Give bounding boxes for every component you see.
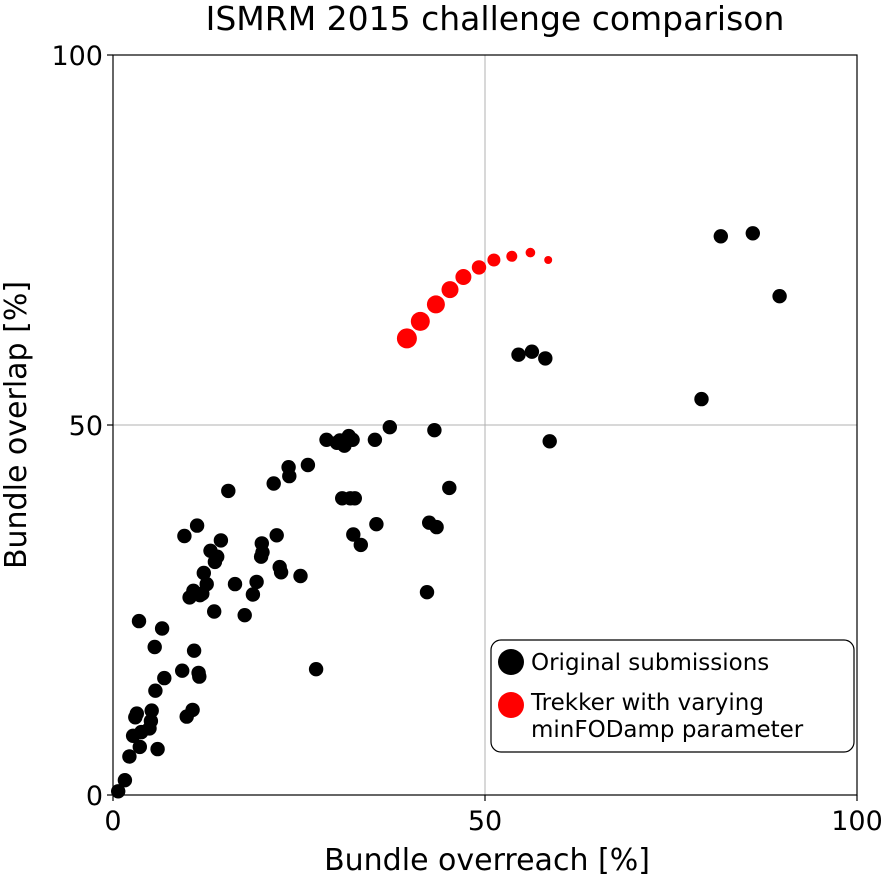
- trekker-point-8: [525, 247, 536, 258]
- original-submission-point-63: [353, 537, 368, 553]
- axis-ticks: 00 50 50 100 100: [51, 41, 882, 837]
- trekker-point-6: [487, 253, 501, 267]
- original-submission-point-32: [207, 604, 222, 619]
- original-submission-point-70: [429, 519, 444, 535]
- y-tick-label-0: 0: [86, 781, 103, 812]
- original-submission-point-7: [132, 739, 147, 755]
- legend-label-trekker-line-1: Trekker with varying: [530, 690, 764, 716]
- y-tick-label-50: 50: [69, 411, 103, 442]
- original-submission-point-52: [308, 662, 324, 677]
- trekker-point-1: [410, 311, 430, 331]
- original-submission-point-38: [237, 608, 252, 623]
- trekker-point-5: [471, 260, 487, 275]
- legend-label-original: Original submissions: [531, 650, 769, 676]
- original-submission-point-15: [154, 621, 170, 636]
- original-submission-point-11: [144, 703, 159, 718]
- original-submission-point-61: [346, 527, 361, 542]
- original-submission-point-35: [213, 533, 229, 548]
- trekker-point-0: [396, 328, 417, 349]
- original-submission-point-78: [745, 226, 760, 241]
- chart-title: ISMRM 2015 challenge comparison: [206, 0, 785, 38]
- original-submission-point-73: [524, 344, 540, 359]
- y-tick-label-100: 100: [51, 41, 103, 72]
- original-submission-point-77: [713, 229, 728, 244]
- original-submission-point-47: [273, 565, 289, 580]
- original-submission-point-24: [189, 518, 205, 533]
- original-submission-point-30: [199, 576, 214, 592]
- original-submission-point-34: [210, 549, 225, 564]
- original-submission-point-17: [175, 663, 190, 678]
- original-submission-point-39: [245, 587, 261, 602]
- original-submission-point-22: [185, 702, 200, 718]
- original-submission-point-72: [511, 347, 526, 362]
- original-submission-point-13: [148, 683, 163, 698]
- original-submission-point-49: [282, 468, 297, 484]
- legend-label-trekker-line-2: minFODamp parameter: [531, 717, 804, 743]
- original-submission-point-51: [300, 457, 316, 473]
- trekker-point-4: [455, 269, 472, 285]
- original-submission-point-12: [147, 639, 162, 655]
- x-tick-label-0: 0: [104, 806, 121, 837]
- legend-marker-original: [498, 649, 524, 675]
- y-axis-label: Bundle overlap [%]: [0, 281, 34, 569]
- original-submission-point-37: [227, 576, 243, 592]
- legend-box: [490, 639, 855, 753]
- x-tick-label-100: 100: [831, 806, 883, 837]
- original-submission-point-75: [542, 434, 557, 449]
- legend-label-trekker: Trekker with varying minFODamp parameter: [530, 690, 804, 743]
- x-tick-label-50: 50: [468, 806, 502, 837]
- original-submission-point-36: [221, 483, 236, 499]
- original-submission-point-62: [347, 491, 362, 506]
- original-submission-point-66: [382, 420, 397, 435]
- original-submission-point-79: [772, 289, 787, 304]
- original-submission-point-44: [266, 476, 281, 491]
- original-submission-point-45: [269, 528, 284, 543]
- trekker-point-3: [441, 281, 459, 299]
- legend-marker-trekker: [498, 692, 524, 718]
- original-submission-point-2: [122, 749, 137, 764]
- trekker-point-7: [506, 250, 518, 262]
- original-submission-point-1: [117, 773, 133, 788]
- trekker-point-9: [544, 256, 553, 264]
- original-submission-point-10: [143, 713, 159, 729]
- original-submission-point-29: [196, 565, 211, 581]
- original-submission-point-43: [255, 545, 270, 560]
- original-submission-point-5: [129, 706, 144, 721]
- original-submission-point-64: [367, 432, 383, 447]
- original-submission-point-76: [694, 391, 709, 407]
- original-submission-point-23: [186, 643, 202, 658]
- original-submission-point-74: [538, 351, 553, 366]
- original-submission-point-14: [150, 741, 165, 757]
- x-axis-label: Bundle overreach [%]: [324, 843, 650, 875]
- trekker-point-2: [426, 295, 445, 314]
- legend: Original submissions Trekker with varyin…: [490, 639, 855, 753]
- original-submission-point-6: [131, 613, 147, 629]
- original-submission-point-69: [427, 423, 442, 438]
- original-submission-point-71: [442, 480, 457, 496]
- original-submission-point-26: [192, 669, 207, 684]
- data-points: [111, 226, 787, 799]
- original-submission-point-18: [177, 528, 192, 544]
- original-submission-point-67: [419, 585, 435, 600]
- original-submission-point-40: [249, 574, 264, 590]
- original-submission-point-16: [157, 670, 172, 686]
- original-submission-point-60: [345, 432, 360, 447]
- original-submission-point-65: [369, 517, 384, 532]
- original-submission-point-50: [293, 568, 308, 584]
- grid-lines: [113, 55, 857, 795]
